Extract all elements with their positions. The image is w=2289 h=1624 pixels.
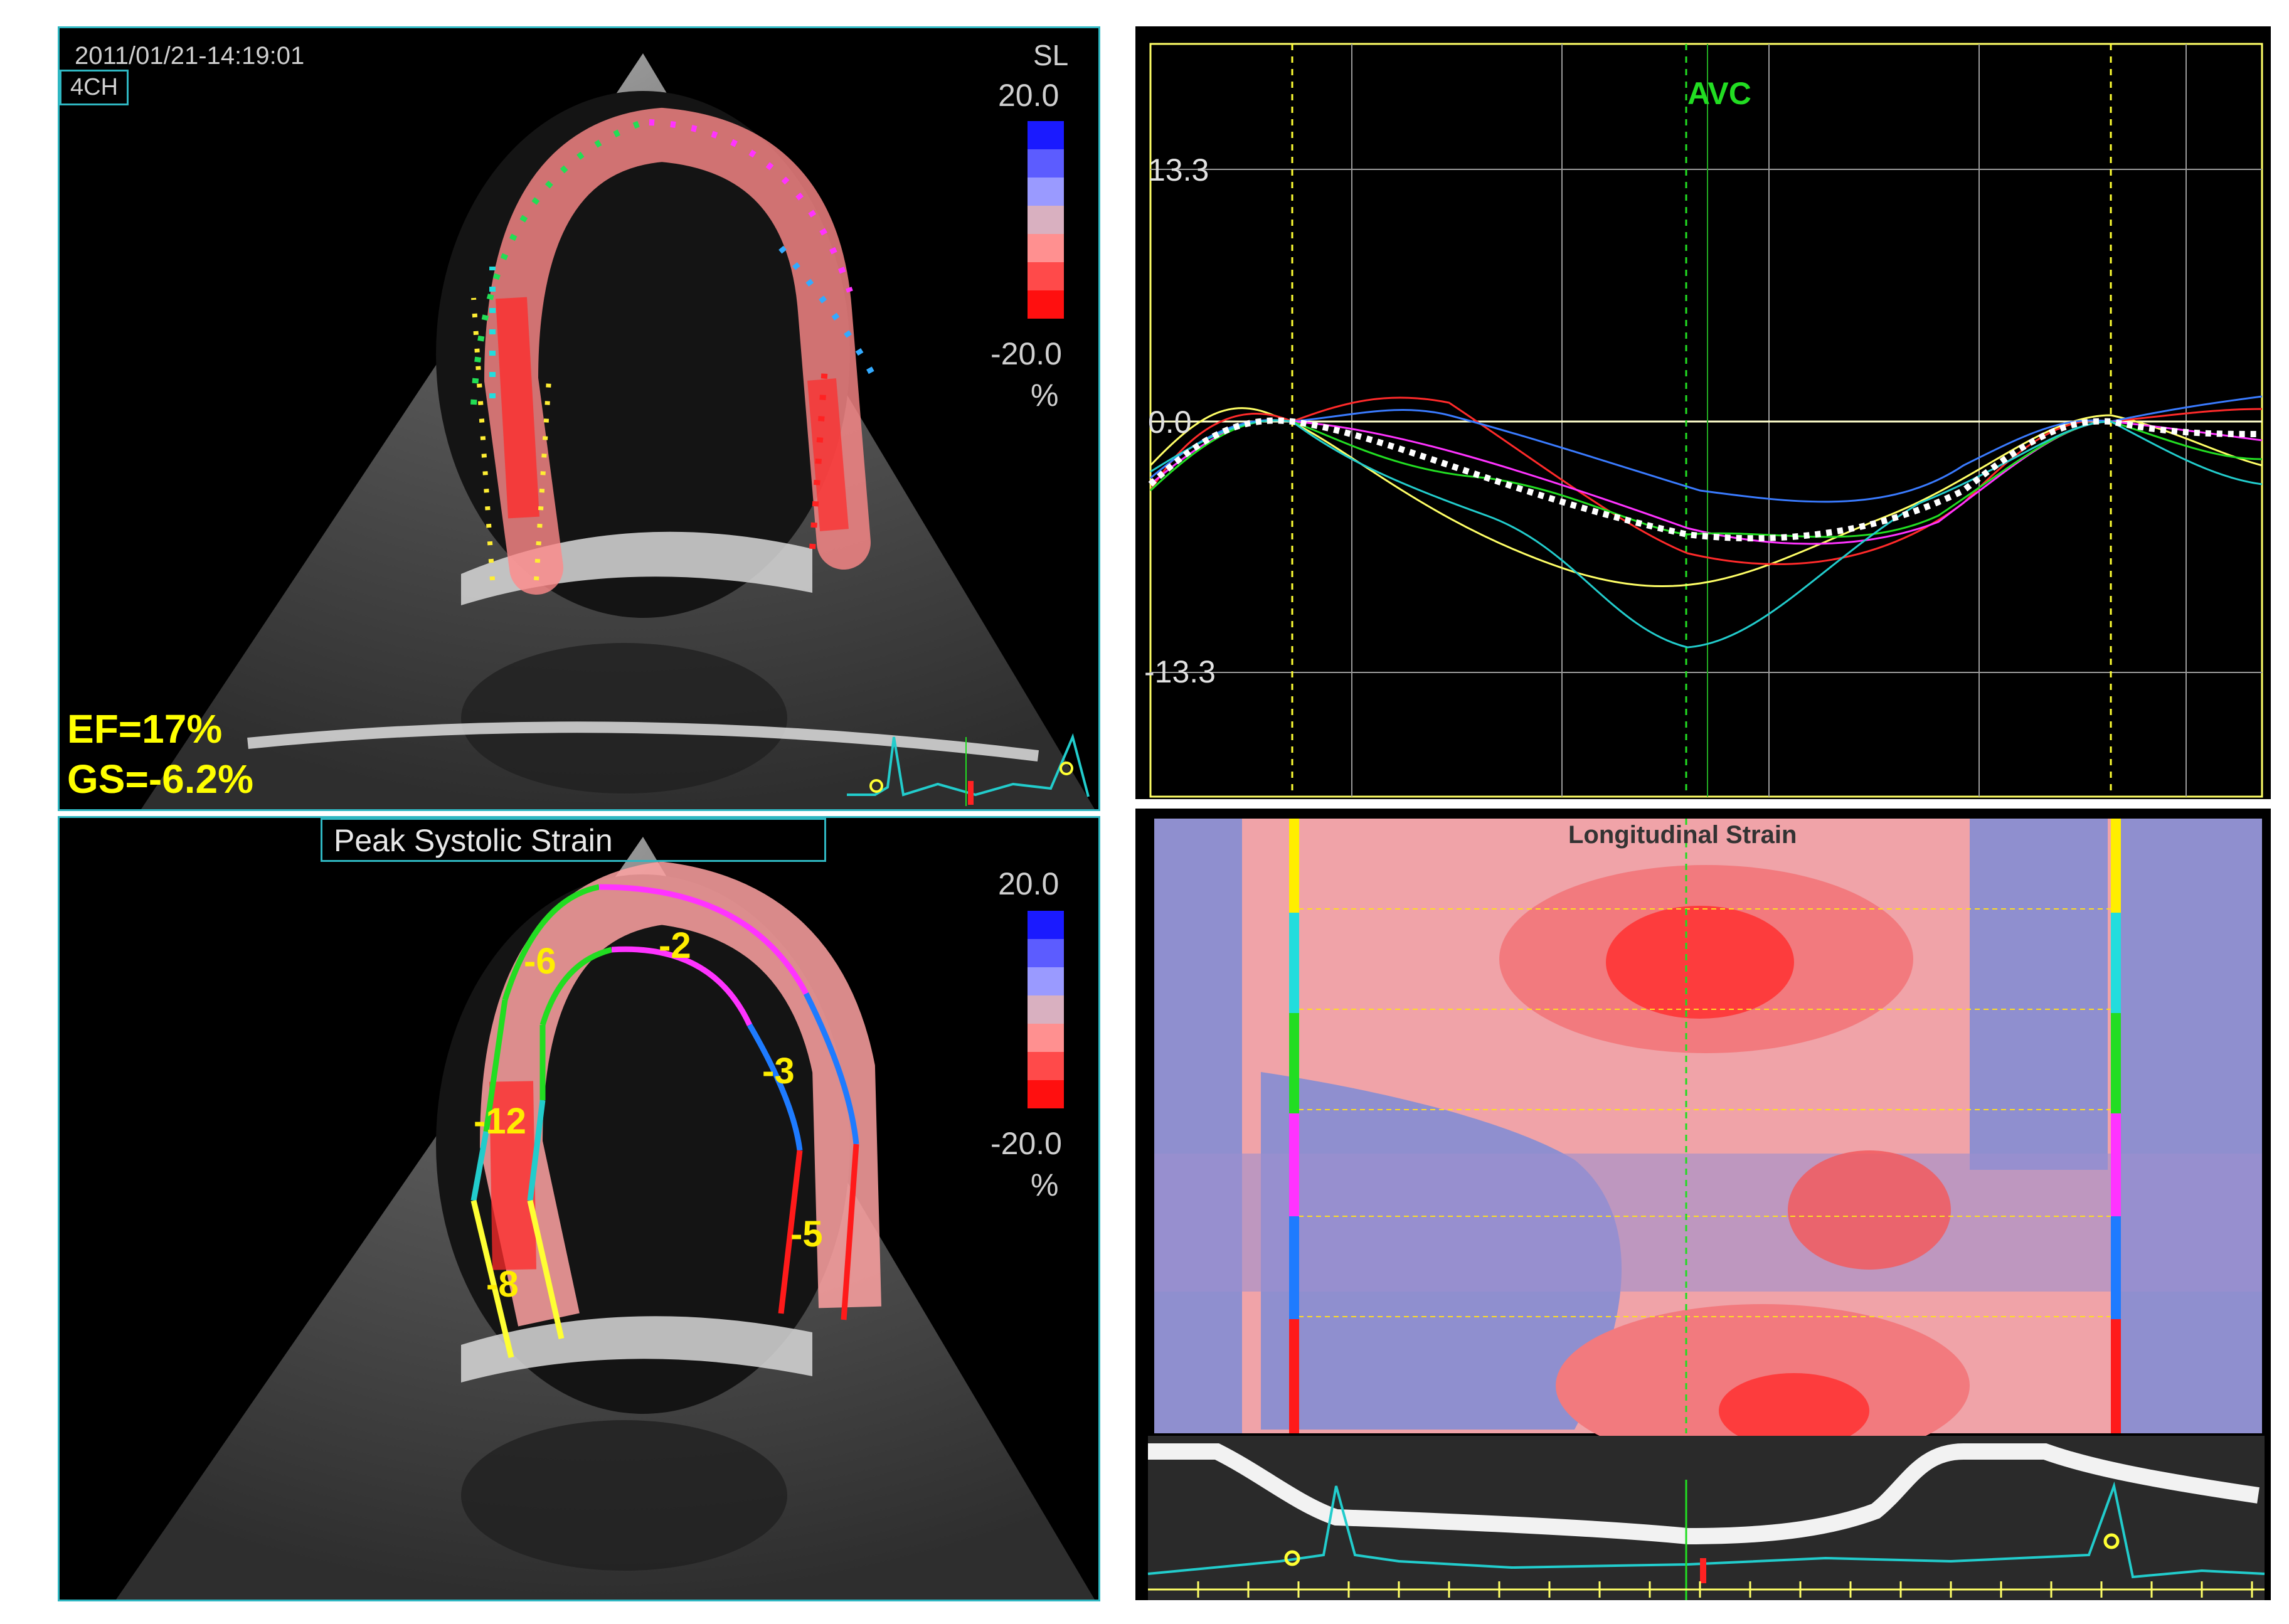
mmode-wall-trace [1148,1443,2260,1545]
segment-value-mid-lateral: -3 [762,1051,795,1091]
strain-curves-panel[interactable]: AVC 13.3 0.0 -13.3 [1135,26,2271,799]
ef-value: EF=17% [67,706,223,751]
tracking-points [470,119,878,581]
strain-map-panel[interactable]: Longitudinal Strain [1135,809,2271,1436]
segment-value-mid-septal: -12 [474,1101,526,1142]
gs-value: GS=-6.2% [67,756,254,802]
segment-strain-curves [1149,395,2263,649]
segment-value-basal-septal-mid: -6 [524,941,556,982]
timestamp-label: 2011/01/21-14:19:01 [75,42,305,70]
strain-map-image [1154,819,2262,1436]
segment-color-bar-left [1289,819,1299,1433]
panel-title: Peak Systolic Strain [321,818,826,862]
color-scale-bar [1028,121,1064,319]
scale-max-label: 20.0 [998,866,1060,901]
y-axis-top-label: 13.3 [1148,152,1209,188]
segment-outline [470,884,859,1359]
scale-min-label: -20.0 [990,336,1062,371]
segment-value-basal-septal: -8 [486,1264,519,1305]
scale-min-label: -20.0 [990,1126,1062,1161]
strain-map-title: Longitudinal Strain [1568,821,1797,849]
echo-top-panel[interactable]: 2011/01/21-14:19:01 4CH SL 20.0 -20.0 % … [58,26,1100,811]
myocardium-strain-overlay [484,107,871,595]
mini-ecg-trace [847,733,1090,806]
scale-max-label: 20.0 [998,78,1060,113]
strain-curves-plot [1148,43,2263,798]
segment-value-apical-lateral: -2 [659,925,691,966]
average-strain-curve [1148,417,2263,542]
mmode-ecg-panel[interactable] [1135,1436,2271,1600]
y-axis-zero-label: 0.0 [1148,405,1192,440]
echo-bottom-image [116,837,1095,1600]
echo-bottom-panel[interactable]: Peak Systolic Strain 20.0 -20.0 % -6 -2 … [58,816,1100,1601]
y-axis-bottom-label: -13.3 [1144,654,1216,689]
segment-color-bar-right [2111,819,2121,1433]
scale-unit-label: % [1031,1167,1059,1202]
ecg-trace [1147,1481,2265,1579]
view-label: 4CH [60,70,129,105]
mmode-ecg-image [1147,1436,2265,1600]
mode-label: SL [1033,39,1069,72]
segment-value-basal-lateral: -5 [790,1214,823,1255]
scale-unit-label: % [1031,378,1059,413]
echo-top-image [141,53,1095,809]
avc-label: AVC [1687,76,1751,111]
color-scale-bar [1028,911,1064,1108]
